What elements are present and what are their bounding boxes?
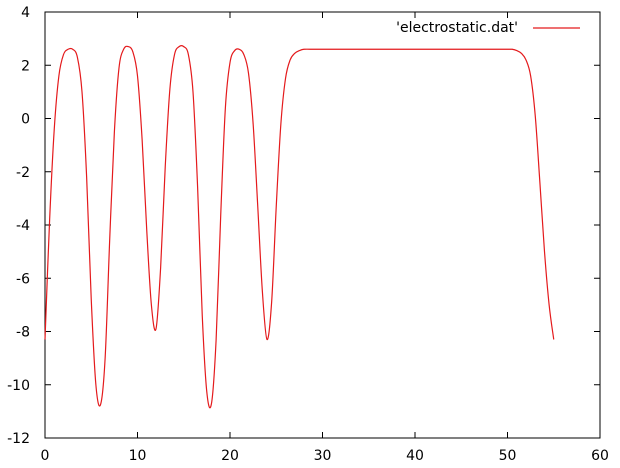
y-tick-label: -12 — [7, 431, 30, 447]
legend: 'electrostatic.dat' — [396, 20, 580, 36]
x-tick-label: 50 — [499, 448, 517, 464]
y-tick-label: -2 — [16, 165, 30, 181]
y-tick-label: 4 — [21, 5, 30, 21]
y-tick-label: 2 — [21, 58, 30, 74]
axis-ticks — [44, 11, 601, 439]
y-tick-label: -8 — [16, 325, 30, 341]
plot-frame — [44, 11, 601, 439]
x-tick-label: 30 — [314, 448, 332, 464]
x-tick-label: 10 — [129, 448, 147, 464]
y-tick-label: -4 — [16, 218, 30, 234]
y-tick-label: -6 — [16, 271, 30, 287]
x-tick-label: 60 — [591, 448, 609, 464]
x-tick-label: 40 — [406, 448, 424, 464]
x-tick-label: 0 — [41, 448, 50, 464]
y-axis-tick-labels: -12 -10 -8 -6 -4 -2 0 2 4 — [7, 5, 30, 447]
legend-label: 'electrostatic.dat' — [396, 20, 518, 36]
y-tick-label: 0 — [21, 112, 30, 128]
x-tick-label: 20 — [221, 448, 239, 464]
y-tick-label: -10 — [7, 378, 30, 394]
series-layer — [44, 45, 555, 409]
series-line — [44, 45, 555, 409]
x-axis-tick-labels: 0 10 20 30 40 50 60 — [41, 448, 609, 464]
